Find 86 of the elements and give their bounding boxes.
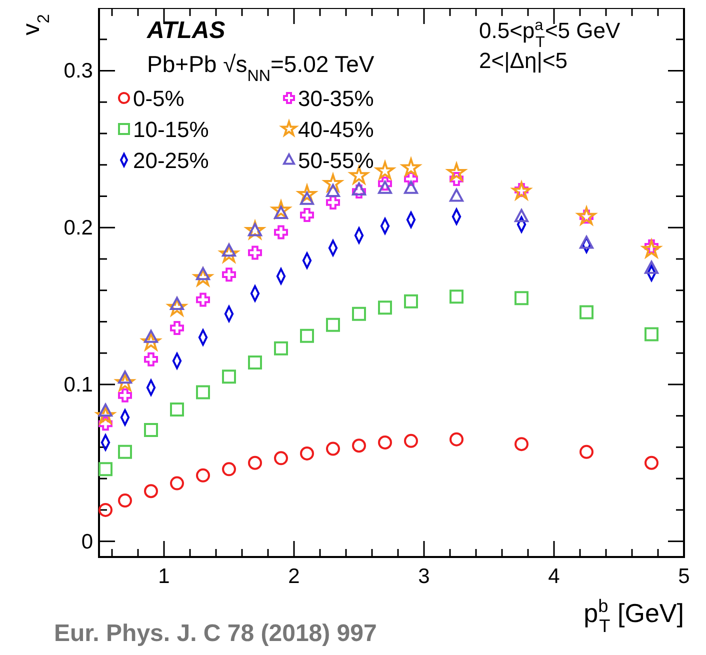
- point: [222, 370, 236, 384]
- x-axis-title: p$^{b}$$_{T}$ [GeV]: [584, 596, 684, 636]
- point: [98, 416, 112, 431]
- point: [644, 260, 658, 274]
- point: [118, 388, 132, 402]
- legend-label: 40-45%: [298, 117, 374, 142]
- point: [352, 438, 366, 453]
- point: [98, 462, 112, 476]
- point: [352, 184, 366, 199]
- point: [580, 236, 594, 249]
- point: [98, 502, 112, 517]
- x-tick-label: 4: [548, 565, 560, 588]
- point: [222, 462, 236, 476]
- point: [378, 300, 392, 315]
- point: [274, 225, 288, 240]
- point: [196, 292, 210, 307]
- point: [352, 182, 366, 196]
- point: [450, 290, 464, 304]
- point: [326, 442, 340, 456]
- annotation: ATLAS: [146, 17, 226, 44]
- point: [170, 402, 184, 417]
- point: [196, 468, 210, 482]
- y-tick-label: 0.3: [64, 60, 93, 83]
- point: [378, 436, 392, 450]
- point: [300, 328, 314, 343]
- point: [514, 291, 528, 306]
- y-tick-label: 0.1: [64, 373, 93, 396]
- y-tick-label: 0.2: [64, 216, 93, 240]
- text: Eur. Phys. J. C 78 (2018) 997: [54, 620, 377, 647]
- point: [644, 327, 658, 342]
- annotation: Pb+Pb √s$_{NN}$=5.02 TeV: [147, 51, 375, 85]
- point: [144, 484, 158, 498]
- point: [170, 320, 184, 335]
- x-tick-label: 5: [678, 565, 690, 588]
- point: [580, 444, 594, 459]
- annotation: 0.5<p$^{a}$$_{T}$<5 GeV: [479, 16, 620, 50]
- point: [142, 332, 160, 350]
- x-tick-label: 1: [158, 565, 170, 588]
- point: [514, 437, 528, 452]
- legend-label: 30-35%: [298, 86, 374, 111]
- point: [274, 451, 288, 466]
- y-tick-label: 0: [81, 530, 93, 554]
- point: [248, 355, 262, 370]
- point: [248, 246, 262, 260]
- point: [170, 476, 184, 490]
- point: [196, 385, 210, 400]
- point: [168, 298, 186, 316]
- point: [447, 162, 466, 181]
- point: [326, 318, 340, 332]
- point: [450, 188, 464, 202]
- point: [326, 184, 340, 198]
- point: [644, 456, 658, 470]
- legend-label: 10-15%: [133, 117, 209, 142]
- point: [378, 176, 392, 191]
- point: [144, 352, 158, 366]
- legend-label: 50-55%: [298, 148, 374, 173]
- point: [404, 172, 418, 186]
- point: [404, 434, 418, 448]
- point: [512, 182, 531, 200]
- point: [222, 268, 236, 282]
- point: [300, 446, 314, 460]
- point: [580, 305, 594, 320]
- point: [220, 244, 238, 262]
- point: [248, 456, 262, 470]
- point: [298, 184, 316, 203]
- point: [324, 174, 342, 192]
- annotation: 2<|Δη|<5: [479, 48, 568, 73]
- point: [514, 209, 528, 222]
- point: [274, 341, 288, 356]
- x-tick-label: 3: [418, 565, 430, 588]
- legend-label: 0-5%: [133, 86, 184, 111]
- point: [404, 294, 418, 308]
- point: [352, 306, 366, 321]
- point: [577, 206, 596, 225]
- point: [144, 422, 158, 437]
- point: [376, 161, 394, 180]
- point: [642, 240, 661, 258]
- point: [378, 180, 392, 194]
- legend-label: 20-25%: [133, 148, 209, 173]
- point: [118, 494, 132, 508]
- point: [300, 208, 314, 222]
- point: [326, 196, 340, 210]
- point: [118, 444, 132, 459]
- point: [450, 432, 464, 446]
- point: [404, 180, 418, 194]
- x-tick-label: 2: [288, 565, 300, 588]
